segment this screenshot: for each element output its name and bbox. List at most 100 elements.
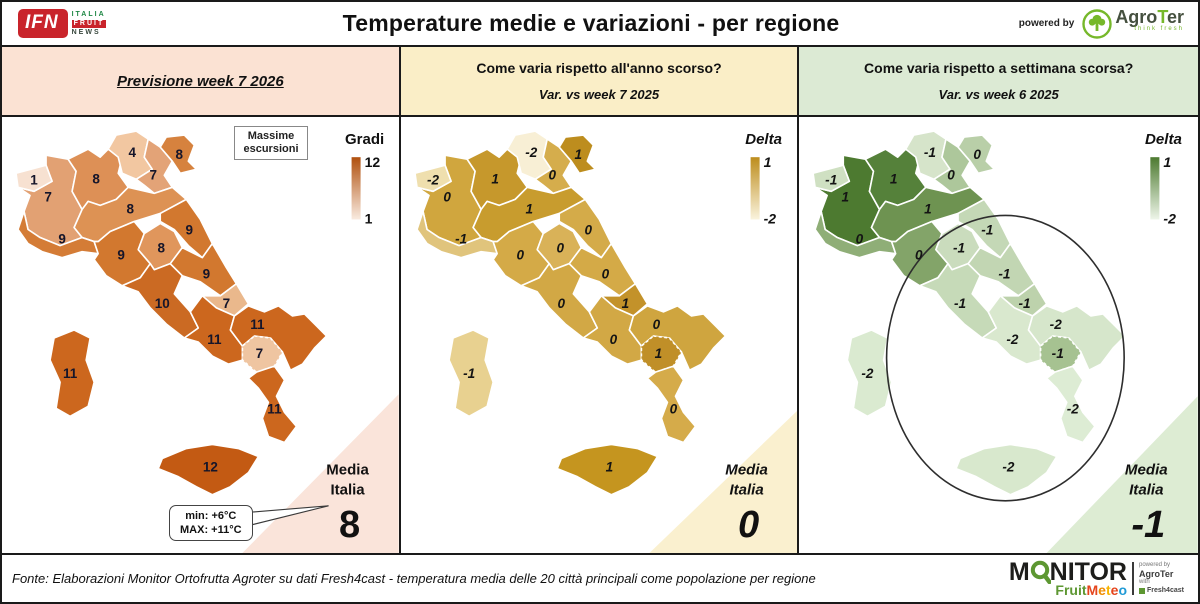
media-italia-label-2: Italia: [729, 482, 763, 499]
meteo-text: Meteo: [1087, 582, 1128, 598]
media-italia-label-2: Italia: [330, 482, 365, 499]
value-label-marche: -1: [982, 223, 994, 238]
value-label-basilicata: -1: [1052, 346, 1064, 361]
meteo-letter: M: [1086, 582, 1099, 598]
region-puglia: [229, 305, 328, 371]
meteo-letter: e: [1098, 582, 1106, 598]
ifn-fruit-label: FRUIT: [71, 19, 107, 28]
value-label-lazio: 0: [557, 296, 565, 311]
agroter-text-t: T: [1157, 7, 1167, 27]
callout-max: MAX: +11°C: [180, 524, 242, 536]
panel-header-vs-week: Come varia rispetto a settimana scorsa? …: [799, 47, 1198, 115]
value-label-sicilia: 12: [203, 460, 218, 475]
value-label-veneto: 7: [149, 167, 157, 182]
media-italia-label-1: Media: [725, 462, 768, 479]
region-abruzzo: [568, 242, 636, 297]
value-label-abruzzo: -1: [999, 267, 1011, 282]
value-label-lombardia: 8: [92, 171, 100, 186]
region-puglia: [1028, 305, 1127, 371]
panel-header-vs-week-question: Come varia rispetto a settimana scorsa?: [864, 60, 1134, 76]
legend-title: Delta: [745, 131, 782, 148]
italy-map-vs-year: 0 -2 1 -2 0 1 1 -1 0 0 0 0 0 1 0 0 1 0 1 -1 Delta 1 -2 Media Ita…: [401, 117, 798, 553]
value-label-puglia: -2: [1050, 317, 1063, 332]
panel-header-forecast: Previsione week 7 2026: [2, 47, 401, 115]
note-line1: Massime: [247, 130, 295, 142]
agroter-tree-icon: [1082, 8, 1113, 39]
media-italia-value: 0: [738, 504, 759, 546]
min-max-callout: min: +6°C MAX: +11°C: [169, 505, 253, 541]
fresh4cast-text: Fresh4cast: [1147, 587, 1184, 594]
legend-min-label: 1: [365, 210, 373, 226]
value-label-abruzzo: 0: [601, 267, 609, 282]
media-italia-label-1: Media: [326, 462, 369, 479]
value-label-puglia: 11: [250, 317, 265, 332]
ifn-italia-label: ITALIA: [71, 10, 106, 18]
media-italia-value: -1: [1132, 503, 1166, 546]
value-label-umbria: -1: [953, 241, 965, 256]
ifn-logo-wordmark: ITALIA FRUIT NEWS: [71, 10, 107, 37]
value-label-trentino: -1: [924, 145, 936, 160]
page-title: Temperature medie e variazioni - per reg…: [342, 10, 840, 36]
region-sardegna: [447, 329, 494, 418]
agroter-text-agro: Agro: [1115, 7, 1158, 27]
media-italia-label-2: Italia: [1129, 482, 1163, 499]
panel-header-vs-year-subtitle: Var. vs week 7 2025: [538, 87, 660, 102]
value-label-liguria: 0: [856, 232, 864, 247]
legend-max-label: 12: [365, 154, 381, 170]
region-valle_daosta: [812, 164, 851, 193]
value-label-trentino: 4: [128, 145, 136, 160]
source-note: Fonte: Elaborazioni Monitor Ortofrutta A…: [12, 571, 816, 586]
legend-gradient-bar: [1150, 157, 1160, 220]
value-label-friuli: 0: [974, 147, 982, 162]
monitor-fruitmeteo-logo: M NITOR FruitMeteo powered by AgroTer wi…: [1009, 558, 1188, 598]
value-label-veneto: 0: [948, 167, 956, 182]
panel-header-vs-week-subtitle: Var. vs week 6 2025: [938, 87, 1059, 102]
region-sicilia: [157, 443, 260, 496]
value-label-trentino: -2: [525, 145, 537, 160]
value-label-basilicata: 7: [256, 346, 264, 361]
value-label-emilia: 1: [924, 201, 932, 216]
monitor-powered-label: powered by: [1139, 562, 1171, 568]
powered-by-label: powered by: [1018, 18, 1075, 29]
monitor-wordmark: M NITOR FruitMeteo: [1009, 558, 1128, 598]
callout-min: min: +6°C: [185, 510, 237, 522]
value-label-toscana: 0: [516, 248, 524, 263]
region-valle_daosta: [15, 164, 53, 193]
monitor-with-label: with: [1139, 579, 1150, 585]
monitor-letters-rest: NITOR: [1049, 558, 1127, 586]
value-label-emilia: 1: [525, 201, 533, 216]
panel-header-vs-year: Come varia rispetto all'anno scorso? Var…: [400, 47, 800, 115]
legend-max-label: 1: [763, 154, 771, 170]
value-label-calabria: -2: [1067, 401, 1080, 416]
region-calabria: [1046, 365, 1097, 444]
meteo-letter: e: [1110, 582, 1119, 598]
value-label-lazio: -1: [954, 296, 966, 311]
value-label-toscana: 0: [915, 248, 923, 263]
maps-row: 7 1 8 4 7 8 8 9 9 9 8 10 9 7 11 11 7 11 12 11 Gradi 12 1 Media I…: [2, 117, 1198, 553]
value-label-sardegna: -2: [862, 366, 875, 381]
value-label-piemonte: 0: [443, 189, 451, 204]
value-label-calabria: 0: [669, 401, 677, 416]
highlight-ellipse: [886, 214, 1126, 502]
region-sicilia: [955, 443, 1058, 496]
legend-max-label: 1: [1164, 154, 1172, 170]
map-panel-vs-year: 0 -2 1 -2 0 1 1 -1 0 0 0 0 0 1 0 0 1 0 1 -1 Delta 1 -2 Media Ita…: [400, 117, 800, 553]
panel-header-vs-year-question: Come varia rispetto all'anno scorso?: [476, 60, 722, 76]
ifn-news-label: NEWS: [71, 28, 101, 36]
value-label-marche: 9: [186, 223, 194, 238]
ifn-logo: IFN ITALIA FRUIT NEWS: [18, 9, 168, 38]
value-label-umbria: 8: [158, 241, 166, 256]
region-abruzzo: [967, 242, 1036, 297]
legend-min-label: -2: [763, 210, 776, 226]
map-panel-vs-week: 1 -1 1 -1 0 0 1 0 0 -1 -1 -1 -1 -1 -2 -2 -1 -2 -2 -2 Delta 1-…: [799, 117, 1198, 553]
value-label-sicilia: -2: [1003, 460, 1016, 475]
fresh4cast-label: Fresh4cast: [1139, 586, 1188, 595]
region-valle_daosta: [413, 164, 452, 193]
map-panel-forecast: 7 1 8 4 7 8 8 9 9 9 8 10 9 7 11 11 7 11 12 11 Gradi 12 1 Media I…: [2, 117, 401, 553]
panel-headers-row: Previsione week 7 2026 Come varia rispet…: [2, 47, 1198, 117]
fresh4cast-icon: [1139, 587, 1145, 594]
footer-bar: Fonte: Elaborazioni Monitor Ortofrutta A…: [2, 553, 1198, 602]
value-label-sardegna: 11: [63, 366, 78, 381]
value-label-campania: 0: [609, 332, 617, 347]
